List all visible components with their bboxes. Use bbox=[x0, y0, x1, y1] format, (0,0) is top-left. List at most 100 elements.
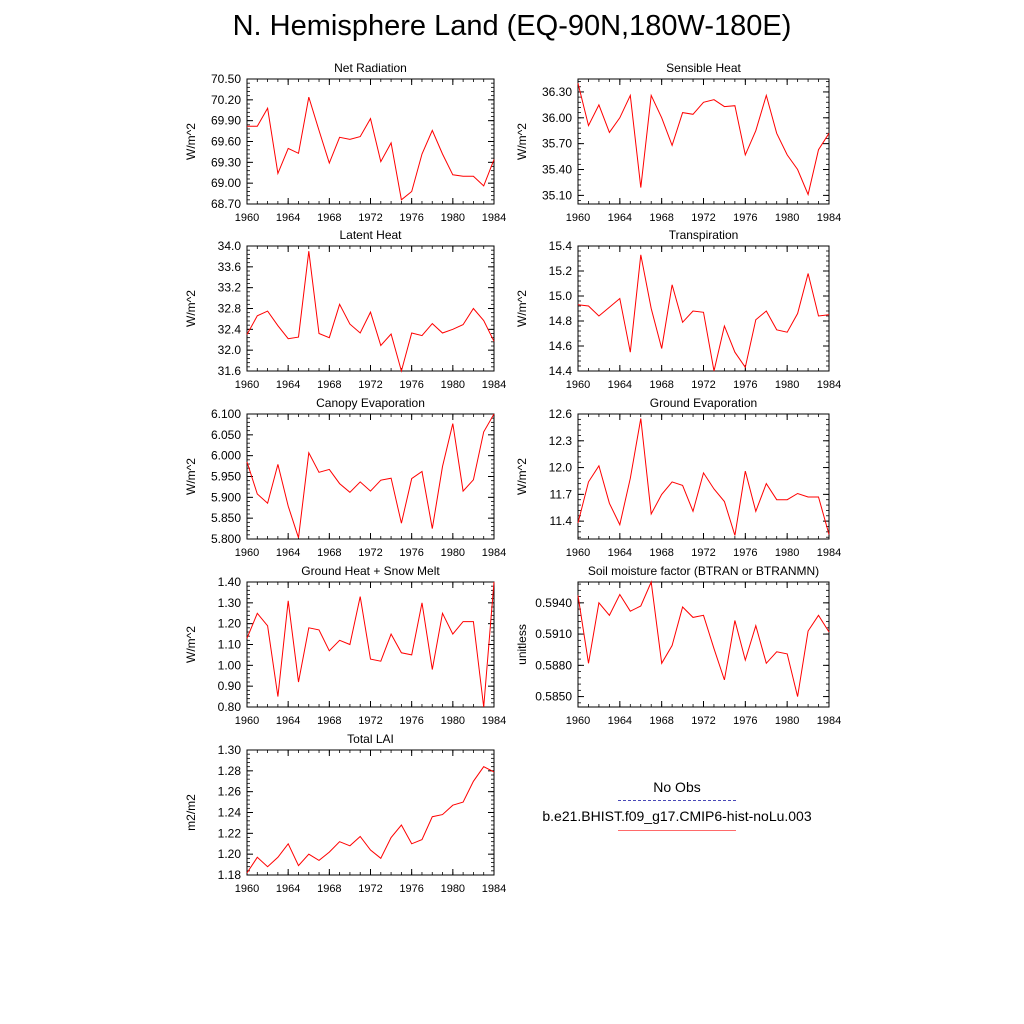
panel-title: Sensible Heat bbox=[666, 61, 741, 75]
x-tick-label: 1984 bbox=[482, 379, 506, 391]
series-line bbox=[246, 581, 495, 708]
y-tick-label: 11.7 bbox=[550, 487, 573, 501]
x-tick-label: 1984 bbox=[817, 212, 841, 224]
y-tick-label: 32.4 bbox=[218, 322, 242, 336]
x-tick-label: 1972 bbox=[358, 715, 382, 727]
y-tick-label: 69.90 bbox=[211, 114, 241, 128]
plot-frame bbox=[246, 78, 495, 205]
y-tick-label: 14.6 bbox=[549, 339, 573, 353]
y-axis-label: W/m^2 bbox=[184, 458, 198, 495]
panel-title: Ground Evaporation bbox=[650, 396, 757, 410]
y-tick-label: 1.24 bbox=[218, 806, 242, 820]
y-tick-label: 70.20 bbox=[211, 93, 241, 107]
y-tick-label: 12.6 bbox=[549, 407, 573, 421]
plot-frame bbox=[246, 581, 495, 708]
y-tick-label: 35.40 bbox=[542, 163, 572, 177]
plot-frame bbox=[577, 245, 830, 372]
plot-frame bbox=[577, 581, 830, 708]
y-axis-label: W/m^2 bbox=[184, 290, 198, 327]
panel-title: Ground Heat + Snow Melt bbox=[301, 564, 440, 578]
x-tick-label: 1964 bbox=[608, 212, 632, 224]
x-tick-label: 1964 bbox=[608, 379, 632, 391]
plot-frame bbox=[577, 413, 830, 540]
plot-frame bbox=[246, 749, 495, 876]
x-tick-label: 1984 bbox=[482, 547, 506, 559]
x-tick-label: 1980 bbox=[441, 715, 465, 727]
y-tick-label: 1.30 bbox=[218, 743, 242, 757]
x-tick-label: 1960 bbox=[566, 547, 590, 559]
x-tick-label: 1980 bbox=[775, 547, 799, 559]
x-tick-label: 1968 bbox=[317, 715, 341, 727]
x-tick-label: 1980 bbox=[441, 212, 465, 224]
x-tick-label: 1964 bbox=[276, 379, 300, 391]
y-tick-label: 6.050 bbox=[211, 428, 241, 442]
y-tick-label: 6.100 bbox=[211, 407, 241, 421]
chart-panel: 1960 1964 1968 1972 1976 1980 1984 0.5850 0.5880… bbox=[515, 564, 841, 727]
y-tick-label: 1.30 bbox=[218, 596, 242, 610]
y-tick-label: 1.28 bbox=[218, 764, 242, 778]
legend-case-label: b.e21.BHIST.f09_g17.CMIP6-hist-noLu.003 bbox=[542, 808, 812, 824]
y-tick-label: 35.70 bbox=[542, 137, 572, 151]
x-tick-label: 1976 bbox=[399, 883, 423, 895]
y-tick-label: 1.10 bbox=[218, 638, 242, 652]
x-tick-label: 1964 bbox=[608, 715, 632, 727]
x-tick-label: 1984 bbox=[482, 883, 506, 895]
legend-case-line bbox=[618, 830, 736, 831]
y-tick-label: 12.3 bbox=[549, 434, 573, 448]
plot-frame bbox=[577, 78, 830, 205]
x-tick-label: 1968 bbox=[317, 883, 341, 895]
y-tick-label: 14.4 bbox=[549, 364, 573, 378]
y-tick-label: 0.5850 bbox=[535, 690, 572, 704]
x-tick-label: 1960 bbox=[235, 379, 259, 391]
chart-panel: 1960 1964 1968 1972 1976 1980 1984 5.800 5.850 5.… bbox=[184, 396, 506, 559]
x-tick-label: 1984 bbox=[817, 547, 841, 559]
x-tick-label: 1980 bbox=[775, 212, 799, 224]
y-axis-label: W/m^2 bbox=[184, 626, 198, 663]
y-tick-label: 69.00 bbox=[211, 176, 241, 190]
x-tick-label: 1960 bbox=[235, 547, 259, 559]
x-tick-label: 1984 bbox=[817, 379, 841, 391]
x-tick-label: 1984 bbox=[482, 715, 506, 727]
x-tick-label: 1960 bbox=[235, 883, 259, 895]
x-tick-label: 1964 bbox=[608, 547, 632, 559]
x-tick-label: 1960 bbox=[235, 212, 259, 224]
y-tick-label: 1.20 bbox=[218, 847, 242, 861]
x-tick-label: 1976 bbox=[733, 379, 757, 391]
x-tick-label: 1976 bbox=[733, 212, 757, 224]
x-tick-label: 1976 bbox=[399, 379, 423, 391]
series-line bbox=[246, 413, 495, 538]
x-tick-label: 1968 bbox=[317, 212, 341, 224]
y-tick-label: 0.5910 bbox=[535, 627, 572, 641]
series-line bbox=[577, 83, 830, 197]
plot-frame bbox=[246, 413, 495, 540]
y-tick-label: 35.10 bbox=[542, 188, 572, 202]
y-tick-label: 15.4 bbox=[549, 239, 573, 253]
x-tick-label: 1976 bbox=[733, 547, 757, 559]
y-tick-label: 11.4 bbox=[550, 514, 573, 528]
y-tick-label: 6.000 bbox=[211, 449, 241, 463]
x-tick-label: 1964 bbox=[276, 212, 300, 224]
y-axis-label: unitless bbox=[515, 624, 529, 665]
x-tick-label: 1972 bbox=[358, 379, 382, 391]
series-line bbox=[577, 254, 830, 372]
y-tick-label: 68.70 bbox=[211, 197, 241, 211]
y-axis-label: W/m^2 bbox=[515, 290, 529, 327]
series-line bbox=[246, 251, 495, 373]
y-tick-label: 0.5880 bbox=[535, 658, 572, 672]
y-axis-label: m2/m2 bbox=[184, 794, 198, 831]
chart-panel: 1960 1964 1968 1972 1976 1980 1984 14.4 14.6 14.8… bbox=[515, 228, 841, 391]
x-tick-label: 1980 bbox=[441, 547, 465, 559]
panel-title: Total LAI bbox=[347, 732, 394, 746]
legend-obs-line bbox=[618, 800, 736, 801]
series-line bbox=[577, 580, 830, 697]
x-tick-label: 1976 bbox=[399, 212, 423, 224]
y-tick-label: 15.2 bbox=[549, 264, 573, 278]
y-tick-label: 5.950 bbox=[211, 470, 241, 484]
x-tick-label: 1980 bbox=[775, 715, 799, 727]
x-tick-label: 1972 bbox=[691, 547, 715, 559]
y-tick-label: 12.0 bbox=[549, 461, 573, 475]
x-tick-label: 1964 bbox=[276, 547, 300, 559]
x-tick-label: 1964 bbox=[276, 883, 300, 895]
panel-title: Canopy Evaporation bbox=[316, 396, 425, 410]
x-tick-label: 1984 bbox=[482, 212, 506, 224]
